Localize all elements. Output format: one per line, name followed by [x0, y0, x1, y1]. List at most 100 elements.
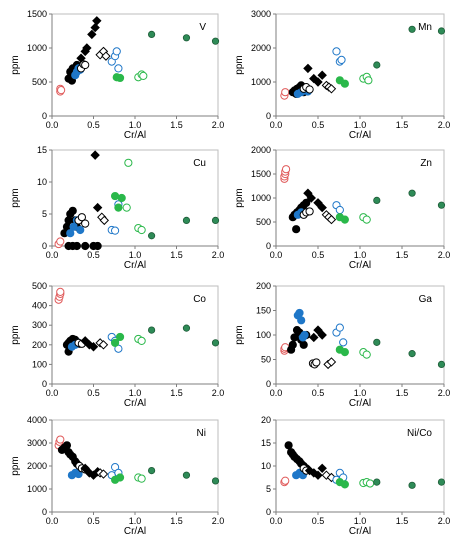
chart-panel-8: 0.0 0.5 1.0 1.5 2.0 0 5 10 15 20 Cr/Al Ni/Co	[261, 415, 450, 537]
y-tick-label: 10	[261, 461, 271, 471]
x-tick-label: 2.0	[438, 250, 451, 260]
data-point	[281, 165, 291, 174]
x-tick-label: 2.0	[212, 516, 225, 526]
chart-panel-7: 0.0 0.5 1.0 1.5 2.0 0 1000 2000 3000 4000 Cr/Al ppm…	[10, 415, 224, 537]
data-point	[335, 323, 344, 332]
y-tick-label: 100	[256, 330, 271, 340]
x-tick-label: 1.5	[170, 516, 183, 526]
data-point	[302, 198, 311, 207]
data-point	[313, 77, 323, 87]
data-point	[373, 338, 381, 346]
panel-title: Ni/Co	[407, 428, 432, 439]
data-point	[309, 332, 319, 343]
data-point	[110, 338, 120, 347]
chart-panel-4: 0.0 0.5 1.0 1.5 2.0 0 500 1000 1500 2000 Cr/Al ppm Z…	[234, 145, 450, 271]
data-point	[182, 471, 191, 479]
x-axis-label: Cr/Al	[349, 398, 371, 409]
plot-area	[51, 285, 219, 385]
y-tick-label: 2000	[251, 43, 271, 53]
panel-title: Zn	[420, 158, 432, 169]
chart-panel-5: 0.0 0.5 1.0 1.5 2.0 0 100 200 300 400 500 Cr/Al ppm C…	[10, 281, 224, 409]
data-point	[300, 330, 309, 340]
y-axis-label: ppm	[234, 188, 245, 207]
x-tick-label: 0.0	[46, 250, 59, 260]
data-point	[76, 53, 86, 63]
x-tick-label: 2.0	[212, 388, 225, 398]
data-point	[365, 479, 375, 488]
data-point	[312, 358, 321, 367]
data-point	[362, 350, 371, 359]
data-point	[92, 16, 102, 26]
x-axis-label: Cr/Al	[349, 130, 371, 141]
data-point	[362, 215, 371, 224]
panel-title: Co	[193, 294, 206, 305]
y-tick-label: 400	[32, 301, 47, 311]
y-tick-label: 200	[32, 340, 47, 350]
data-point	[115, 73, 125, 83]
y-tick-label: 1500	[251, 169, 271, 179]
y-axis-label: ppm	[10, 188, 21, 207]
x-tick-label: 1.0	[354, 388, 367, 398]
data-point	[72, 241, 82, 251]
data-point	[81, 241, 90, 251]
data-point	[408, 350, 416, 358]
x-tick-label: 0.0	[270, 516, 283, 526]
y-tick-label: 1000	[27, 43, 47, 53]
data-point	[340, 215, 349, 224]
y-tick-label: 5	[266, 484, 271, 494]
data-point	[77, 213, 86, 222]
data-point	[284, 441, 293, 450]
data-point	[148, 466, 156, 475]
x-tick-label: 0.0	[270, 388, 283, 398]
data-point	[93, 241, 102, 251]
x-tick-label: 0.0	[270, 250, 283, 260]
data-point	[114, 64, 123, 73]
data-point	[299, 340, 308, 349]
y-axis-label: ppm	[10, 55, 21, 74]
data-point	[117, 193, 126, 203]
data-point	[408, 25, 416, 33]
data-point	[437, 201, 446, 209]
data-point	[317, 70, 327, 80]
data-point	[69, 222, 78, 231]
data-point	[115, 332, 125, 342]
y-tick-label: 1500	[27, 9, 47, 19]
data-point	[211, 37, 220, 45]
y-tick-label: 4000	[27, 415, 47, 425]
panel-title: Ni	[197, 428, 206, 439]
x-tick-label: 1.5	[396, 388, 409, 398]
panel-title: V	[199, 22, 206, 33]
x-tick-label: 1.0	[354, 250, 367, 260]
y-axis-label: ppm	[10, 456, 21, 475]
y-tick-label: 0	[266, 241, 271, 251]
x-tick-label: 1.5	[396, 120, 409, 130]
data-point	[437, 360, 446, 368]
data-point	[182, 324, 191, 332]
x-axis-label: Cr/Al	[349, 526, 371, 537]
data-point	[292, 225, 301, 234]
y-axis-label: ppm	[10, 325, 21, 344]
data-point	[373, 478, 381, 486]
x-tick-label: 0.5	[312, 388, 325, 398]
data-point	[437, 478, 446, 486]
data-point	[335, 205, 344, 215]
data-point	[110, 191, 120, 201]
x-axis-label: Cr/Al	[124, 398, 146, 409]
x-tick-label: 1.0	[129, 516, 142, 526]
data-point	[98, 469, 109, 479]
y-tick-label: 0	[266, 379, 271, 389]
data-point	[339, 338, 348, 347]
data-point	[340, 348, 349, 357]
y-tick-label: 15	[37, 145, 47, 155]
x-tick-label: 0.5	[312, 516, 325, 526]
x-tick-label: 0.5	[87, 120, 100, 130]
data-point	[182, 34, 191, 42]
y-tick-label: 5	[42, 209, 47, 219]
x-tick-label: 0.0	[46, 516, 59, 526]
y-tick-label: 50	[261, 355, 271, 365]
data-point	[68, 206, 77, 215]
y-tick-label: 3000	[251, 9, 271, 19]
x-axis-label: Cr/Al	[124, 526, 146, 537]
x-tick-label: 0.0	[46, 388, 59, 398]
y-tick-label: 0	[266, 507, 271, 517]
